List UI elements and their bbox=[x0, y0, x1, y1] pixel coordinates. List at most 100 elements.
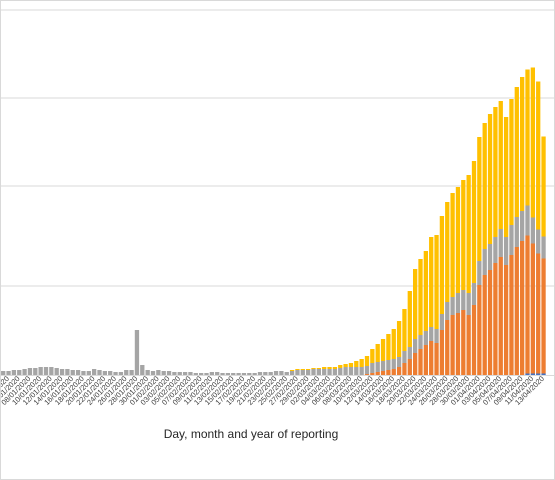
bar-segment-gray bbox=[279, 371, 284, 375]
bar-segment-gray bbox=[54, 368, 59, 375]
bar-segment-orange bbox=[396, 367, 402, 375]
bar-segment-gray bbox=[150, 371, 156, 375]
bar-segment-gray bbox=[81, 371, 86, 375]
bar-segment-blue bbox=[530, 373, 535, 375]
bar-segment-gray bbox=[6, 371, 11, 375]
bar-segment-yellow bbox=[348, 363, 354, 367]
bar-segment-gray bbox=[391, 359, 396, 369]
bar-segment-yellow bbox=[413, 269, 418, 339]
bar-segment-gray bbox=[263, 372, 268, 375]
bar-segment-orange bbox=[461, 310, 466, 375]
bar-segment-gray bbox=[124, 370, 129, 375]
bar-segment-gray bbox=[65, 369, 70, 375]
bar-segment-gray bbox=[241, 373, 247, 375]
bar-segment-orange bbox=[503, 265, 509, 375]
bar-segment-gray bbox=[364, 366, 370, 374]
bar-segment-yellow bbox=[541, 136, 546, 237]
bar-segment-gray bbox=[375, 362, 380, 372]
bar-segment-gray bbox=[514, 217, 519, 247]
bar-segment-orange bbox=[477, 285, 482, 375]
bar-segment-orange bbox=[509, 255, 514, 375]
bar-segment-gray bbox=[236, 373, 241, 375]
bar-segment-gray bbox=[461, 290, 466, 310]
bar-segment-yellow bbox=[450, 193, 455, 297]
bar-segment-yellow bbox=[322, 367, 327, 369]
bar-segment-yellow bbox=[455, 187, 461, 293]
bar-segment-yellow bbox=[327, 367, 332, 369]
bar-segment-orange bbox=[418, 349, 423, 375]
bar-segment-orange bbox=[536, 253, 541, 374]
bar-segment-orange bbox=[541, 258, 546, 374]
bar-segment-gray bbox=[354, 367, 359, 375]
bar-segment-gray bbox=[471, 283, 477, 305]
bar-segment-gray bbox=[289, 371, 295, 375]
bar-segment-gray bbox=[118, 372, 124, 375]
bar-segment-orange bbox=[380, 371, 386, 375]
bar-segment-gray bbox=[311, 369, 316, 375]
bar-segment-orange bbox=[407, 359, 412, 375]
bar-segment-gray bbox=[466, 293, 471, 315]
bar-segment-gray bbox=[134, 330, 140, 375]
bar-segment-yellow bbox=[354, 361, 359, 367]
bar-segment-gray bbox=[455, 293, 461, 313]
bar-segment-yellow bbox=[338, 365, 343, 368]
bar-segment-gray bbox=[75, 370, 81, 375]
bar-segment-yellow bbox=[300, 369, 305, 370]
bar-segment-yellow bbox=[514, 87, 519, 217]
bar-segment-gray bbox=[493, 237, 498, 263]
bar-segment-yellow bbox=[396, 321, 402, 357]
bar-segment-gray bbox=[97, 370, 102, 375]
bar-segment-gray bbox=[343, 367, 348, 375]
bar-segment-orange bbox=[445, 320, 450, 375]
bar-segment-gray bbox=[370, 363, 375, 373]
bar-segment-orange bbox=[530, 243, 535, 374]
bar-segment-orange bbox=[423, 345, 428, 375]
bar-segment-yellow bbox=[418, 259, 423, 335]
bar-segment-yellow bbox=[295, 369, 300, 370]
bar-segment-yellow bbox=[498, 101, 503, 229]
bar-segment-yellow bbox=[487, 114, 493, 244]
bar-segment-orange bbox=[391, 369, 396, 375]
bar-segment-gray bbox=[166, 371, 172, 375]
bar-segment-gray bbox=[322, 369, 327, 375]
bar-segment-orange bbox=[482, 275, 487, 375]
bar-segment-gray bbox=[102, 371, 107, 375]
bar-segment-gray bbox=[498, 229, 503, 257]
bar-segment-gray bbox=[402, 351, 407, 363]
bar-segment-gray bbox=[188, 372, 193, 375]
bar-segment-orange bbox=[455, 313, 461, 375]
bar-segment-gray bbox=[439, 314, 445, 330]
bar-segment-yellow bbox=[380, 339, 386, 361]
bar-segment-gray bbox=[204, 373, 209, 375]
bar-segment-gray bbox=[252, 373, 257, 375]
bar-segment-orange bbox=[525, 235, 530, 374]
bar-segment-yellow bbox=[493, 107, 498, 237]
bar-segment-gray bbox=[11, 370, 17, 375]
bar-segment-gray bbox=[407, 347, 412, 359]
bar-segment-gray bbox=[247, 373, 252, 375]
bar-segment-yellow bbox=[316, 368, 321, 369]
bar-segment-gray bbox=[423, 331, 428, 345]
bar-segment-gray bbox=[193, 373, 198, 375]
bar-segment-yellow bbox=[536, 81, 541, 230]
bar-segment-gray bbox=[225, 373, 231, 375]
bar-segment-gray bbox=[284, 372, 289, 375]
bar-segment-orange bbox=[386, 370, 391, 375]
x-tick-labels: 31/12/201902/01/202004/01/202006/01/2020… bbox=[1, 374, 546, 407]
bar-segment-gray bbox=[396, 357, 402, 367]
bar-segment-gray bbox=[541, 236, 546, 259]
bar-segment-yellow bbox=[370, 349, 375, 363]
bar-segment-yellow bbox=[407, 291, 412, 347]
bar-segment-orange bbox=[487, 270, 493, 375]
bar-segment-gray bbox=[92, 369, 97, 375]
bar-segment-orange bbox=[434, 343, 439, 375]
bar-segment-yellow bbox=[530, 67, 535, 218]
bar-segment-yellow bbox=[509, 99, 514, 225]
bar-segment-gray bbox=[17, 370, 22, 375]
bar-segment-yellow bbox=[402, 309, 407, 351]
bar-segment-gray bbox=[520, 211, 525, 241]
bar-segment-gray bbox=[273, 371, 279, 375]
bar-segment-yellow bbox=[364, 356, 370, 366]
bar-segment-yellow bbox=[482, 123, 487, 249]
